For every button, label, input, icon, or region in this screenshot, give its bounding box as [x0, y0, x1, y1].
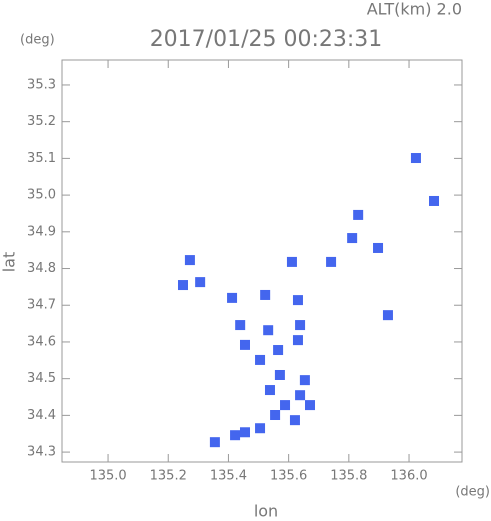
subtitle: ALT(km) 2.0 — [367, 0, 462, 19]
y-tick-label: 35.2 — [27, 114, 56, 129]
y-tick-label: 34.3 — [27, 445, 56, 460]
echo-cell — [286, 256, 297, 267]
echo-cell — [292, 335, 303, 346]
echo-cell — [299, 375, 310, 386]
x-tick-label: 135.6 — [270, 469, 307, 484]
y-axis-label: lat — [0, 252, 19, 273]
echo-cell — [209, 437, 220, 448]
x-axis-label: lon — [254, 502, 278, 521]
echo-cell — [410, 153, 421, 164]
echo-cell — [255, 354, 266, 365]
echo-cell — [227, 292, 238, 303]
echo-cell — [373, 242, 384, 253]
echo-cell — [429, 195, 440, 206]
echo-cell — [177, 280, 188, 291]
echo-cell — [195, 277, 206, 288]
y-tick-label: 34.8 — [27, 261, 56, 276]
echo-cell — [274, 369, 285, 380]
echo-cell — [230, 430, 241, 441]
echo-cell — [382, 310, 393, 321]
y-unit: (deg) — [20, 33, 55, 48]
chart-title: 2017/01/25 00:23:31 — [150, 27, 383, 52]
x-tick-label: 135.0 — [89, 469, 126, 484]
y-tick-label: 35.3 — [27, 77, 56, 92]
y-tick-label: 34.7 — [27, 298, 56, 313]
y-tick-label: 34.4 — [27, 408, 56, 423]
y-tick-label: 34.5 — [27, 371, 56, 386]
echo-cell — [260, 289, 271, 300]
echo-cell — [255, 423, 266, 434]
echo-cell — [295, 390, 306, 401]
plot-frame — [61, 59, 463, 463]
x-tick-label: 135.4 — [210, 469, 247, 484]
echo-cell — [239, 339, 250, 350]
echo-cell — [273, 345, 284, 356]
echo-cell — [326, 256, 337, 267]
y-tick-label: 35.1 — [27, 151, 56, 166]
echo-cell — [264, 385, 275, 396]
y-tick-label: 34.9 — [27, 224, 56, 239]
x-unit: (deg) — [455, 485, 490, 500]
echo-cell — [280, 400, 291, 411]
y-tick-label: 35.0 — [27, 188, 56, 203]
echo-cell — [353, 209, 364, 220]
y-tick-label: 34.6 — [27, 334, 56, 349]
x-tick-label: 135.2 — [150, 469, 187, 484]
echo-cell — [347, 233, 358, 244]
x-tick-label: 136.0 — [390, 469, 427, 484]
echo-cell — [292, 295, 303, 306]
echo-cell — [235, 320, 246, 331]
echo-cell — [239, 427, 250, 438]
echo-cell — [305, 400, 316, 411]
echo-cell — [184, 255, 195, 266]
echo-cell — [263, 325, 274, 336]
x-tick-label: 135.8 — [330, 469, 367, 484]
echo-cell — [295, 320, 306, 331]
echo-cell — [270, 410, 281, 421]
echo-cell — [289, 415, 300, 426]
